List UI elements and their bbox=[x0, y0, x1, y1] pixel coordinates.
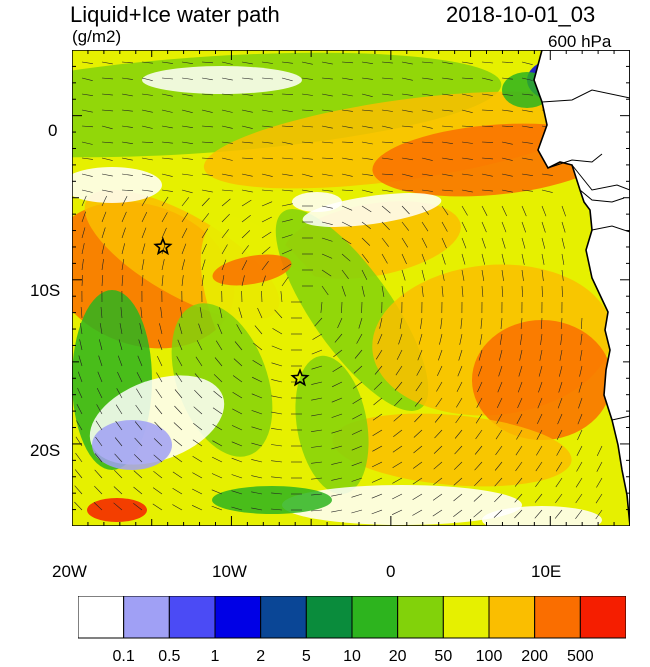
map-plot bbox=[72, 50, 630, 526]
star-1-marker bbox=[153, 236, 173, 256]
lon-label-10w: 10W bbox=[212, 562, 247, 581]
axis-ticks bbox=[72, 50, 630, 526]
colorbar-label: 5 bbox=[301, 648, 311, 665]
lon-label-10e: 10E bbox=[531, 562, 562, 581]
colorbar bbox=[78, 596, 626, 639]
colorbar-swatch-3 bbox=[214, 596, 262, 639]
lat-label-0: 0 bbox=[48, 121, 58, 140]
colorbar-label: 2 bbox=[256, 648, 266, 665]
colorbar-label: 10 bbox=[343, 648, 361, 665]
colorbar-swatch-11 bbox=[579, 596, 626, 639]
colorbar-swatch-10 bbox=[534, 596, 581, 639]
units-label: (g/m2) bbox=[72, 27, 122, 46]
lon-label-0: 0 bbox=[386, 562, 396, 581]
colorbar-swatch-5 bbox=[305, 596, 353, 639]
plot-title: Liquid+Ice water path bbox=[70, 2, 280, 27]
colorbar-swatch-1 bbox=[123, 596, 170, 639]
lat-label-20s: 20S bbox=[30, 441, 61, 460]
colorbar-swatch-8 bbox=[442, 596, 490, 639]
colorbar-swatch-6 bbox=[351, 596, 399, 639]
colorbar-swatch-2 bbox=[168, 596, 216, 639]
colorbar-swatch-7 bbox=[397, 596, 444, 639]
star-2-marker bbox=[290, 368, 310, 387]
pressure-level: 600 hPa bbox=[548, 32, 612, 51]
colorbar-swatch-9 bbox=[488, 596, 536, 639]
colorbar-label: 500 bbox=[566, 648, 594, 665]
colorbar-label: 200 bbox=[521, 648, 549, 665]
colorbar-label: 1 bbox=[210, 648, 220, 665]
marker-layer bbox=[153, 236, 310, 387]
colorbar-label: 100 bbox=[475, 648, 503, 665]
lat-label-10s: 10S bbox=[30, 281, 61, 300]
colorbar-swatch-0 bbox=[78, 596, 125, 639]
valid-time: 2018-10-01_03 bbox=[446, 2, 596, 27]
country-borders bbox=[541, 89, 630, 421]
colorbar-swatch-4 bbox=[260, 596, 307, 639]
colorbar-label: 20 bbox=[388, 648, 407, 665]
colorbar-label: 0.5 bbox=[158, 648, 181, 665]
colorbar-label: 50 bbox=[434, 648, 453, 665]
lon-label-20w: 20W bbox=[52, 562, 87, 581]
african-coastline bbox=[533, 50, 630, 526]
colorbar-label: 0.1 bbox=[112, 648, 135, 665]
